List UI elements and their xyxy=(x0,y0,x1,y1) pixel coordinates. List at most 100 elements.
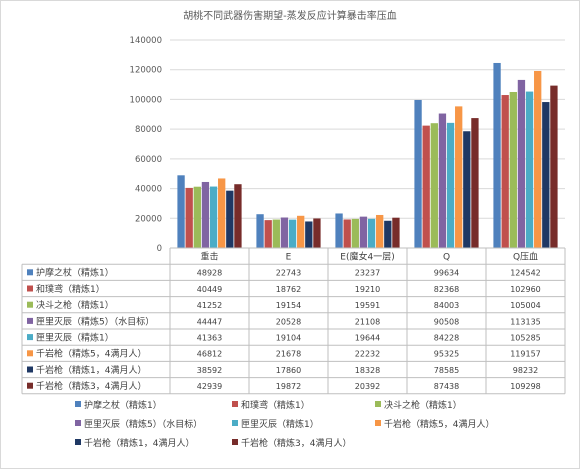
data-value: 46812 xyxy=(197,350,222,359)
legend-label: 千岩枪（精炼5，4满月人） xyxy=(384,418,494,430)
legend-key xyxy=(27,366,33,373)
bar xyxy=(438,113,447,248)
data-value: 22232 xyxy=(355,350,380,359)
data-value: 105004 xyxy=(510,301,541,310)
legend-key xyxy=(75,420,81,426)
bar xyxy=(446,122,455,248)
bar xyxy=(359,216,368,248)
data-value: 22743 xyxy=(276,269,301,278)
legend-key xyxy=(27,285,33,292)
bar xyxy=(256,214,264,248)
bar xyxy=(272,219,280,248)
bar xyxy=(455,106,463,248)
y-tick-label: 100000 xyxy=(130,95,162,105)
legend-label: 千岩枪（精炼1，4满月人） xyxy=(84,437,194,449)
data-value: 40449 xyxy=(197,285,222,294)
data-value: 78585 xyxy=(434,366,459,375)
legend-label: 匣里灭辰（精炼5）（水目标） xyxy=(84,418,202,430)
bar xyxy=(226,190,234,248)
data-value: 21678 xyxy=(276,350,301,359)
legend-label: 和璞鸢（精炼1） xyxy=(241,399,310,411)
series-label: 千岩枪（精炼5，4满月人） xyxy=(36,348,146,360)
bar xyxy=(177,175,185,248)
data-value: 42939 xyxy=(197,382,222,391)
legend-key xyxy=(27,269,33,276)
bar xyxy=(517,79,526,248)
bar xyxy=(493,62,501,248)
data-value: 21108 xyxy=(355,317,380,326)
bar xyxy=(280,217,289,248)
bar xyxy=(351,218,359,248)
data-value: 19210 xyxy=(355,285,380,294)
bar xyxy=(185,187,193,248)
bar xyxy=(234,184,242,248)
bar xyxy=(313,218,321,248)
bar xyxy=(264,220,272,248)
data-value: 119157 xyxy=(510,350,541,359)
legend-key xyxy=(75,401,81,407)
data-value: 109298 xyxy=(510,382,541,391)
series-label: 决斗之枪（精炼1） xyxy=(36,299,114,311)
legend-key xyxy=(27,334,33,341)
y-tick-label: 0 xyxy=(157,244,162,254)
bar xyxy=(463,131,471,248)
data-value: 48928 xyxy=(197,269,222,278)
data-value: 20528 xyxy=(276,317,301,326)
data-value: 18328 xyxy=(355,366,380,375)
y-axis-ticks: 0 20000 40000 60000 80000 100000 120000 140000 xyxy=(130,36,162,254)
data-value: 23237 xyxy=(355,269,380,278)
bar xyxy=(550,85,558,248)
data-value: 19591 xyxy=(355,301,380,310)
bar xyxy=(367,218,376,248)
data-value: 19104 xyxy=(276,334,301,343)
series-label: 护摩之杖（精炼1） xyxy=(36,267,114,279)
data-value: 17860 xyxy=(276,366,301,375)
bar xyxy=(297,215,305,248)
category-label: Q压血 xyxy=(513,251,538,263)
legend-key xyxy=(27,317,33,324)
bar xyxy=(343,219,351,248)
y-tick-label: 120000 xyxy=(130,66,162,76)
data-value: 102960 xyxy=(510,285,541,294)
bar xyxy=(542,102,550,248)
data-value: 84003 xyxy=(434,301,459,310)
bar xyxy=(193,186,201,248)
series-label: 匣里灭辰（精炼5）（水目标） xyxy=(36,315,154,327)
bar xyxy=(305,221,313,248)
legend-key xyxy=(75,439,81,445)
bar xyxy=(509,91,517,249)
data-value: 19644 xyxy=(355,334,380,343)
legend-key xyxy=(27,301,33,308)
bar xyxy=(422,125,430,248)
data-value: 113135 xyxy=(510,317,541,326)
bar xyxy=(376,214,384,248)
bar xyxy=(525,91,534,248)
data-value: 82368 xyxy=(434,285,459,294)
y-tick-label: 40000 xyxy=(135,185,162,195)
bar xyxy=(471,118,479,248)
bar xyxy=(392,217,400,248)
legend-key xyxy=(232,439,238,445)
data-value: 20392 xyxy=(355,382,380,391)
legend: 护摩之杖（精炼1） 和璞鸢（精炼1） 决斗之枪（精炼1） 匣里灭辰（精炼5）（水目标）… xyxy=(75,399,494,449)
bar xyxy=(384,220,392,248)
category-label: E xyxy=(286,253,292,263)
chart-title: 胡桃不同武器伤害期望-蒸发反应计算暴击率压血 xyxy=(183,9,397,22)
data-value: 95325 xyxy=(434,350,459,359)
legend-label: 护摩之杖（精炼1） xyxy=(84,399,162,411)
series-label: 千岩枪（精炼1，4满月人） xyxy=(36,364,146,376)
bar xyxy=(209,186,218,248)
data-value: 124542 xyxy=(510,269,541,278)
bar xyxy=(430,123,438,248)
series-label: 匣里灭辰（精炼1） xyxy=(36,332,114,344)
data-value: 41252 xyxy=(197,301,222,310)
legend-key xyxy=(232,401,238,407)
data-value: 18762 xyxy=(276,285,301,294)
y-tick-label: 80000 xyxy=(135,125,162,135)
bar xyxy=(501,95,509,249)
series-label: 和璞鸢（精炼1） xyxy=(36,283,105,295)
bar xyxy=(335,213,343,248)
data-value: 99634 xyxy=(434,269,459,278)
